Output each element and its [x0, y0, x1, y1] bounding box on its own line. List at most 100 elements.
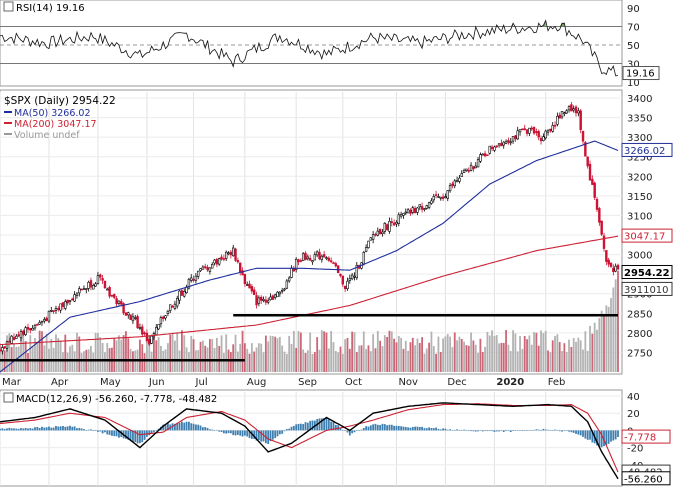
macd-histogram-bar: [36, 427, 38, 430]
volume-bar: [263, 352, 265, 372]
macd-histogram-bar: [62, 426, 64, 430]
macd-histogram-bar: [55, 426, 57, 430]
volume-bar: [323, 331, 325, 372]
volume-bar: [200, 342, 202, 372]
volume-bar: [559, 342, 561, 372]
volume-bar: [39, 331, 41, 372]
macd-histogram-bar: [535, 429, 537, 430]
candle-body: [218, 259, 220, 264]
volume-bar: [591, 334, 593, 372]
volume-bar: [36, 341, 38, 372]
volume-bar: [50, 339, 52, 372]
volume-bar: [295, 348, 297, 372]
candle-body: [46, 318, 48, 320]
volume-bar: [307, 350, 309, 372]
candle-body: [29, 328, 31, 330]
candle-body: [97, 276, 99, 284]
macd-histogram-bar: [88, 430, 90, 431]
volume-bar: [281, 346, 283, 372]
macd-histogram-bar: [193, 424, 195, 431]
volume-bar: [123, 335, 125, 372]
x-axis-label: Nov: [398, 377, 418, 388]
candle-body: [113, 294, 115, 297]
candle-body: [447, 191, 449, 199]
volume-bar: [312, 354, 314, 372]
macd-histogram-bar: [482, 430, 484, 431]
macd-histogram-bar: [97, 430, 99, 431]
macd-histogram-bar: [398, 426, 400, 430]
candle-body: [270, 297, 272, 300]
candle-body: [239, 263, 241, 272]
volume-bar: [487, 332, 489, 372]
volume-bar: [442, 338, 444, 372]
volume-bar: [78, 337, 80, 372]
volume-bar: [542, 333, 544, 372]
candle-body: [169, 305, 171, 311]
macd-histogram-bar: [521, 430, 523, 431]
price-tick-label: 3300: [627, 133, 652, 144]
volume-bar: [512, 330, 514, 372]
macd-histogram-bar: [69, 426, 71, 431]
macd-histogram-bar: [302, 424, 304, 430]
candle-body: [428, 203, 430, 208]
rsi-frame: [0, 0, 622, 86]
candle-body: [43, 319, 45, 321]
macd-histogram-bar: [363, 428, 365, 430]
volume-bar: [566, 352, 568, 372]
macd-histogram-bar: [50, 428, 52, 431]
candle-body: [393, 223, 395, 225]
candle-body: [158, 324, 160, 329]
volume-bar: [526, 339, 528, 372]
volume-bar: [517, 351, 519, 372]
volume-bar: [209, 339, 211, 372]
macd-histogram-bar: [496, 430, 498, 431]
volume-bar: [141, 344, 143, 372]
candle-body: [48, 311, 50, 321]
volume-bar: [183, 335, 185, 372]
candle-body: [540, 138, 542, 140]
volume-bar: [251, 343, 253, 372]
macd-histogram-bar: [554, 430, 556, 431]
candle-body: [197, 271, 199, 276]
volume-bar: [139, 340, 141, 372]
candle-body: [57, 308, 59, 309]
macd-histogram-bar: [407, 427, 409, 430]
x-axis-label: Oct: [345, 377, 362, 388]
volume-bar: [461, 339, 463, 372]
candle-body: [535, 131, 537, 132]
macd-histogram-bar: [20, 428, 22, 430]
candle-body: [487, 155, 489, 156]
volume-bar: [309, 333, 311, 372]
macd-histogram-bar: [92, 430, 94, 431]
macd-histogram-bar: [67, 426, 69, 430]
volume-bar: [351, 332, 353, 372]
volume-bar: [498, 343, 500, 372]
candle-body: [400, 215, 402, 217]
macd-histogram-bar: [498, 430, 500, 431]
candle-body: [95, 284, 97, 286]
candle-body: [526, 130, 528, 134]
macd-histogram-bar: [514, 430, 516, 431]
volume-bar: [260, 344, 262, 372]
candle-body: [316, 252, 318, 255]
candle-body: [442, 197, 444, 199]
macd-histogram-bar: [286, 429, 288, 430]
candle-body: [354, 276, 356, 277]
volume-bar: [127, 338, 129, 372]
macd-histogram-bar: [90, 429, 92, 430]
volume-bar: [246, 349, 248, 372]
candle-body: [300, 261, 302, 262]
macd-histogram-bar: [549, 430, 551, 431]
candle-body: [605, 250, 607, 261]
macd-histogram-bar: [209, 429, 211, 430]
macd-histogram-bar: [27, 429, 29, 431]
macd-histogram-bar: [368, 427, 370, 431]
volume-bar: [155, 340, 157, 372]
price-tick-label: 3200: [627, 172, 652, 183]
macd-histogram-bar: [466, 430, 468, 431]
candle-body: [165, 316, 167, 318]
candle-body: [64, 301, 66, 308]
candle-body: [183, 291, 185, 296]
macd-histogram-bar: [517, 430, 519, 431]
volume-bar: [482, 352, 484, 372]
